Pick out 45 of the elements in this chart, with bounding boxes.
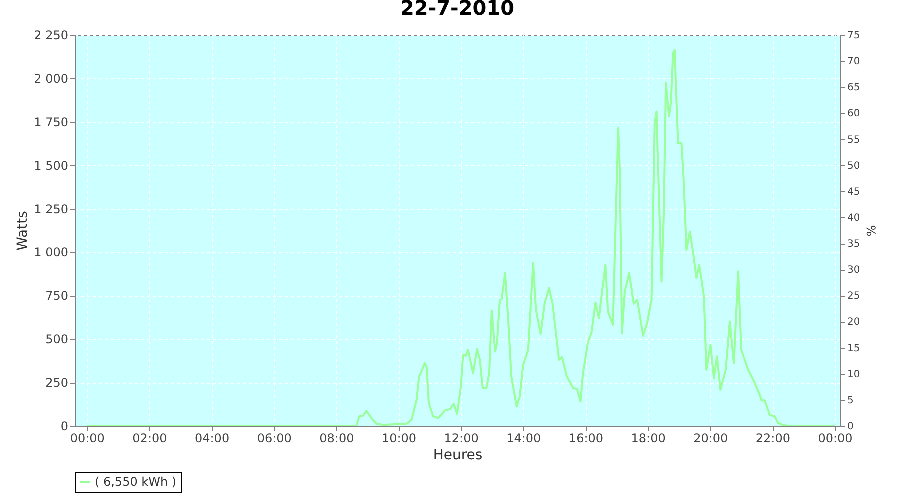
x-tick-label: 20:00 bbox=[694, 432, 728, 446]
y2-tick-label: 25 bbox=[848, 291, 860, 302]
y-tick-label: 2 000 bbox=[34, 72, 68, 86]
y2-tick-label: 35 bbox=[848, 239, 860, 250]
y-tick-label: 250 bbox=[46, 376, 68, 390]
x-tick-label: 08:00 bbox=[320, 432, 354, 446]
y2-axis-title: % bbox=[864, 225, 878, 237]
y2-tick-label: 55 bbox=[848, 134, 860, 146]
y2-tick-label: 40 bbox=[848, 212, 860, 224]
y2-tick-label: 5 bbox=[848, 395, 854, 406]
x-tick-label: 00:00 bbox=[818, 432, 853, 446]
x-axis-title: Heures bbox=[433, 448, 483, 464]
line-series bbox=[86, 49, 836, 426]
y2-tick-label: 65 bbox=[848, 82, 860, 94]
y2-tick-label: 0 bbox=[848, 422, 854, 432]
y2-tick-label: 60 bbox=[848, 108, 860, 120]
legend-label: ( 6,550 kWh ) bbox=[95, 475, 177, 489]
y2-tick-label: 10 bbox=[848, 369, 860, 380]
y2-tick-label: 45 bbox=[848, 186, 860, 198]
x-tick-label: 22:00 bbox=[756, 432, 790, 446]
y2-tick-label: 20 bbox=[848, 317, 860, 328]
y-tick-label: 1 250 bbox=[34, 202, 68, 216]
y2-tick-label: 50 bbox=[848, 160, 860, 172]
x-tick-label: 14:00 bbox=[506, 432, 542, 446]
y2-tick-label: 15 bbox=[848, 343, 860, 354]
x-tick-label: 00:00 bbox=[70, 432, 105, 446]
y-tick-label: 500 bbox=[46, 332, 68, 347]
x-tick-label: 16:00 bbox=[568, 432, 604, 446]
x-tick-label: 10:00 bbox=[382, 432, 417, 446]
x-tick-label: 18:00 bbox=[631, 432, 666, 446]
y2-tick-label: 75 bbox=[848, 30, 860, 42]
y-tick-label: 1 000 bbox=[34, 246, 68, 260]
x-tick-label: 12:00 bbox=[444, 432, 479, 446]
y-tick-label: 750 bbox=[46, 289, 68, 304]
y-tick-label: 1 500 bbox=[34, 158, 68, 173]
y-tick-label: 2 250 bbox=[34, 28, 68, 42]
x-tick-label: 06:00 bbox=[257, 432, 292, 446]
y-tick-label: 1 750 bbox=[34, 115, 68, 130]
y2-tick-label: 70 bbox=[848, 56, 860, 68]
x-tick-label: 02:00 bbox=[132, 432, 168, 446]
chart-title: 22-7-2010 bbox=[400, 0, 515, 20]
y2-tick-label: 30 bbox=[848, 265, 860, 276]
y-axis-title: Watts bbox=[15, 211, 32, 251]
x-tick-label: 04:00 bbox=[195, 432, 230, 446]
y-tick-label: 0 bbox=[60, 420, 68, 434]
